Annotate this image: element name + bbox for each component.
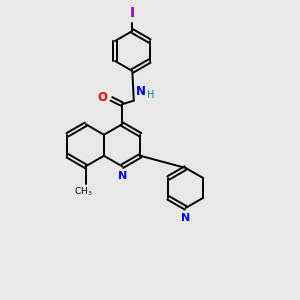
Text: CH$_3$: CH$_3$ (74, 186, 93, 198)
Text: I: I (130, 6, 135, 20)
Text: N: N (118, 171, 127, 181)
Text: N: N (181, 213, 190, 223)
Text: N: N (136, 85, 146, 98)
Text: O: O (97, 91, 107, 104)
Text: H: H (147, 90, 154, 100)
